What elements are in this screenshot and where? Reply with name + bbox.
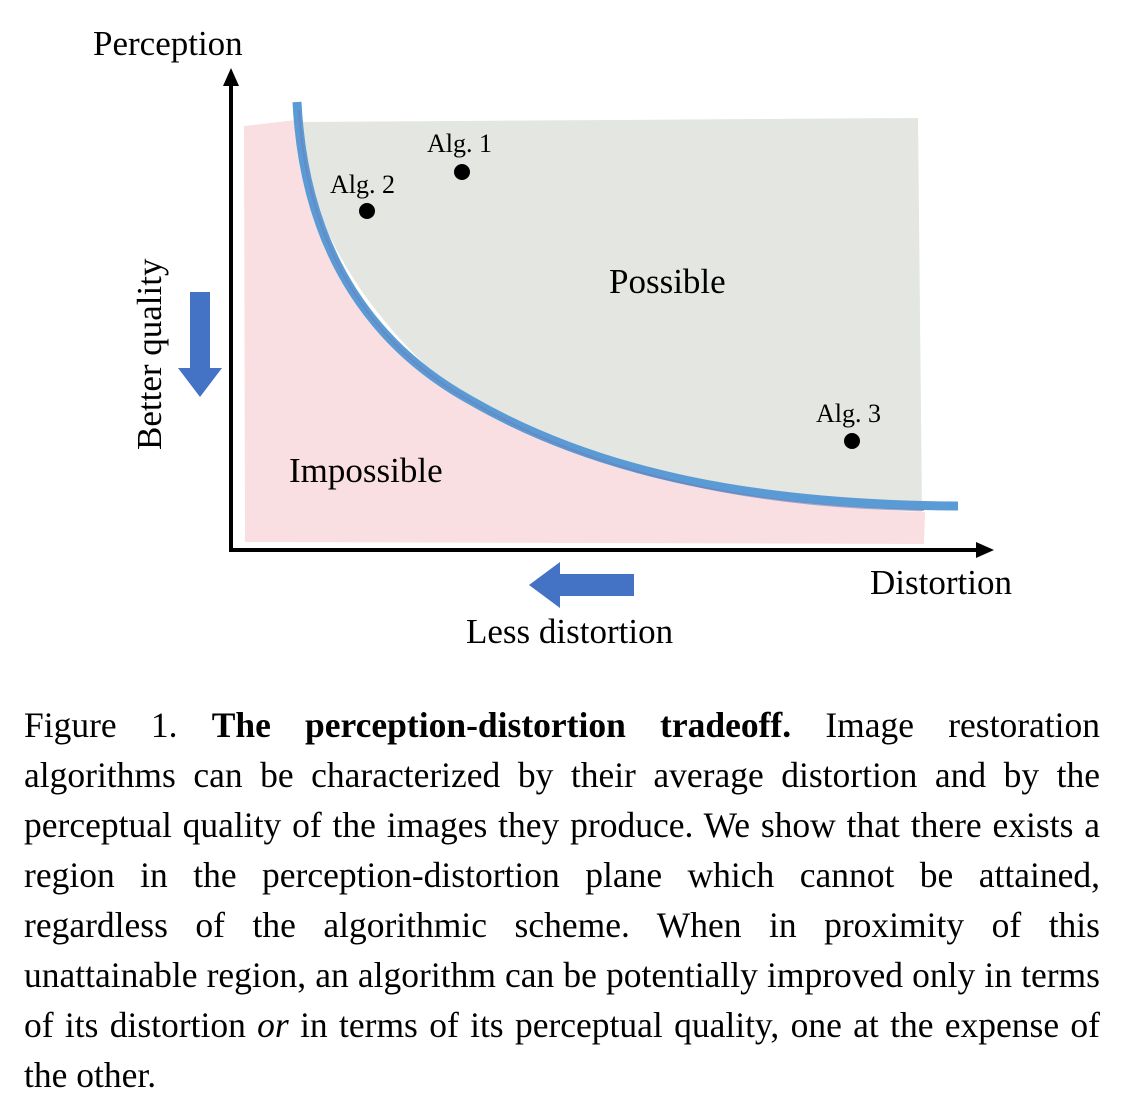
caption-text-2: in terms of its perceptual quality, one … [24,1005,1100,1095]
alg-3-label: Alg. 3 [816,399,881,428]
perception-distortion-diagram: Perception Distortion Better quality Les… [93,24,1012,651]
x-axis-arrowhead [976,542,994,558]
y-axis-label: Perception [93,24,243,63]
alg-1-point [454,164,470,180]
impossible-region [244,120,925,544]
alg-3-point [844,433,860,449]
caption-text-1: Image restoration algorithms can be char… [24,705,1101,1045]
alg-1-label: Alg. 1 [427,129,492,158]
caption-title: The perception-distortion tradeoff. [211,705,792,745]
possible-region [300,118,922,512]
caption-prefix: Figure 1. [24,705,212,745]
better-quality-label: Better quality [130,258,169,450]
x-axis-label: Distortion [870,563,1012,602]
impossible-label: Impossible [289,451,443,490]
alg-2-point [359,203,375,219]
possible-label: Possible [609,262,726,301]
alg-2-label: Alg. 2 [330,170,395,199]
tradeoff-curve-edge [298,109,925,511]
better-quality-arrow [178,292,222,397]
figure-caption: Figure 1. The perception-distortion trad… [24,700,1100,1100]
caption-emphasis: or [257,1005,289,1045]
y-axis-arrowhead [223,68,239,86]
less-distortion-arrow [529,562,634,608]
less-distortion-label: Less distortion [466,612,673,651]
